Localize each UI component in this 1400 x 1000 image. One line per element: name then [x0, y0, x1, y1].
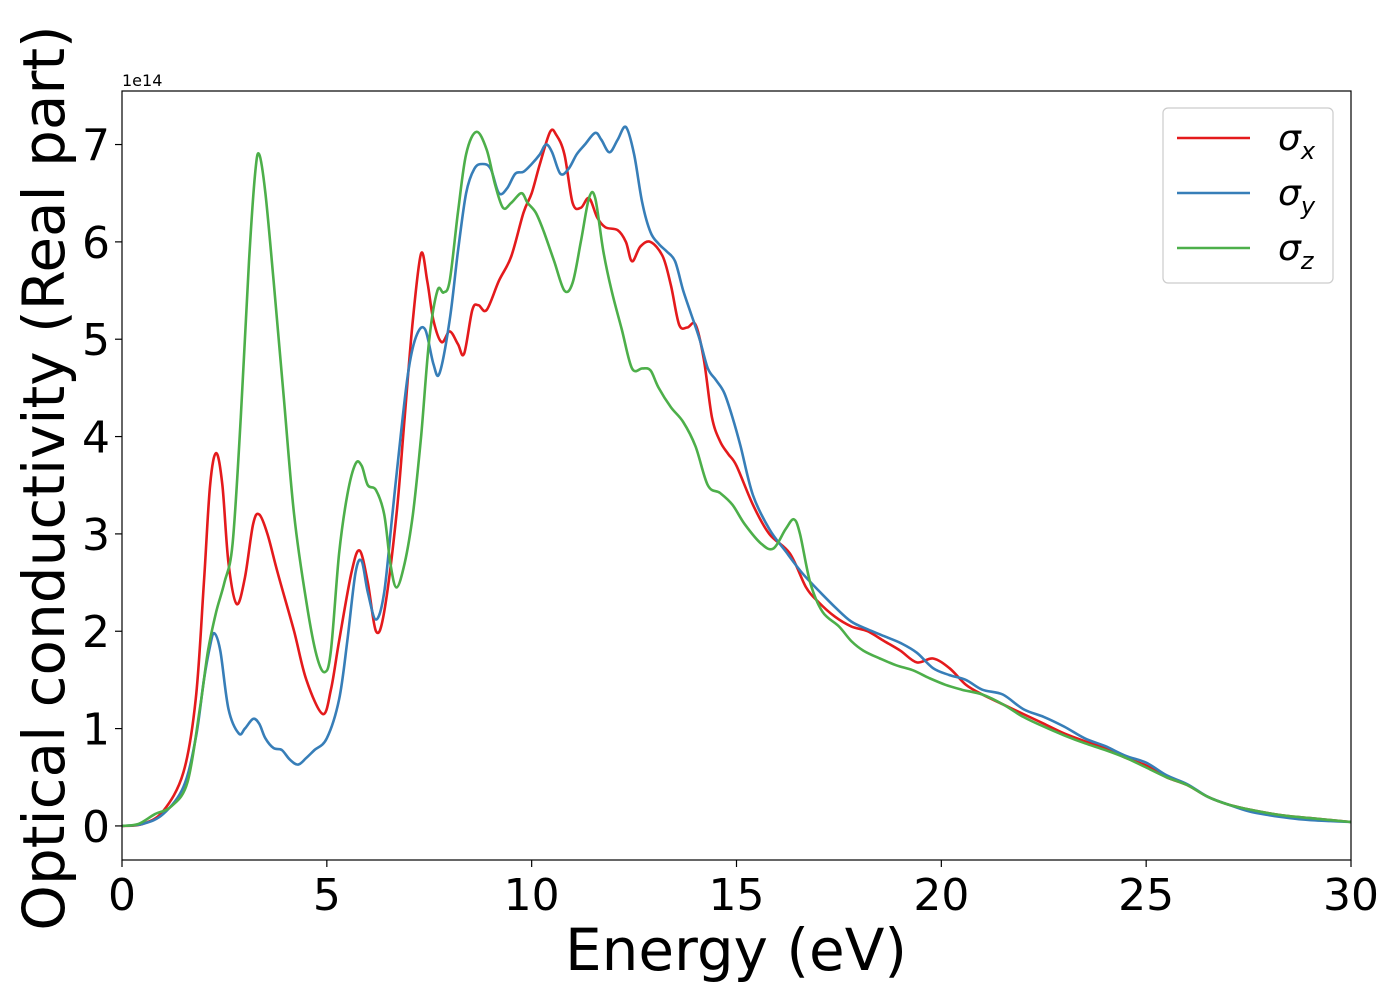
y-ticks: 0 1 2 3 4 5 6 7	[82, 121, 122, 853]
series-line-y	[122, 125, 1351, 828]
y-tick-label: 2	[82, 607, 110, 658]
y-tick-label: 4	[82, 413, 110, 464]
y-tick-label: 3	[82, 510, 110, 561]
series-line-z	[122, 130, 1351, 828]
y-tick-label: 0	[82, 802, 110, 853]
legend-box	[1162, 107, 1334, 284]
y-tick-label: 1	[82, 705, 110, 756]
y-axis-title: Optical conductivity (Real part)	[10, 25, 78, 930]
y-tick-label: 7	[82, 121, 110, 172]
x-tick-label: 0	[108, 870, 136, 921]
y-tick-label: 6	[82, 218, 110, 269]
y-offset-label: 1e14	[122, 71, 162, 90]
x-tick-label: 5	[313, 870, 341, 921]
x-tick-label: 15	[709, 870, 765, 921]
legend-label-z: σz	[1278, 228, 1315, 275]
y-tick-label: 5	[82, 315, 110, 366]
x-tick-label: 20	[913, 870, 969, 921]
x-axis-title: Energy (eV)	[565, 916, 907, 984]
legend: σx σy σz	[1162, 107, 1334, 284]
series-layer	[122, 125, 1351, 828]
x-ticks: 0 5 10 15 20 25 30	[108, 860, 1379, 921]
x-tick-label: 30	[1323, 870, 1379, 921]
x-tick-label: 10	[504, 870, 560, 921]
legend-label-y: σy	[1278, 173, 1316, 220]
x-tick-label: 25	[1118, 870, 1174, 921]
legend-label-x: σx	[1278, 118, 1316, 165]
